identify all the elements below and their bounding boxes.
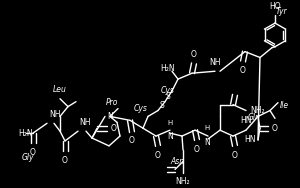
Text: O: O: [272, 124, 278, 133]
Text: NH: NH: [49, 110, 61, 119]
Text: Cys: Cys: [134, 104, 148, 113]
Text: O: O: [194, 145, 200, 154]
Text: O: O: [30, 148, 36, 157]
Text: O: O: [191, 50, 197, 59]
Text: NH: NH: [79, 118, 91, 127]
Text: O: O: [240, 66, 246, 75]
Text: O: O: [129, 136, 135, 145]
Text: S: S: [159, 101, 164, 110]
Text: O: O: [111, 124, 117, 133]
Text: O: O: [155, 151, 161, 160]
Text: N: N: [204, 138, 210, 147]
Text: HN: HN: [244, 136, 256, 145]
Text: N: N: [107, 112, 113, 121]
Text: Pro: Pro: [106, 98, 118, 107]
Text: NH₂: NH₂: [250, 106, 265, 115]
Text: N: N: [167, 132, 173, 141]
Text: O: O: [232, 151, 238, 160]
Text: Cys: Cys: [161, 86, 175, 95]
Text: H: H: [167, 120, 172, 126]
Text: Asn: Asn: [170, 157, 184, 166]
Text: Gly: Gly: [22, 153, 34, 162]
Text: NH₂: NH₂: [176, 177, 190, 186]
Text: H: H: [204, 125, 210, 131]
Text: H₂N: H₂N: [18, 129, 33, 138]
Text: NH: NH: [209, 58, 221, 67]
Text: HO: HO: [269, 2, 281, 11]
Text: Tyr: Tyr: [275, 7, 287, 16]
Text: H₂N: H₂N: [160, 64, 175, 73]
Text: S: S: [166, 92, 171, 101]
Text: Ile: Ile: [280, 101, 289, 110]
Text: Gln: Gln: [248, 114, 261, 122]
Text: O: O: [62, 156, 68, 165]
Text: HN: HN: [240, 116, 252, 125]
Text: Leu: Leu: [53, 85, 67, 94]
